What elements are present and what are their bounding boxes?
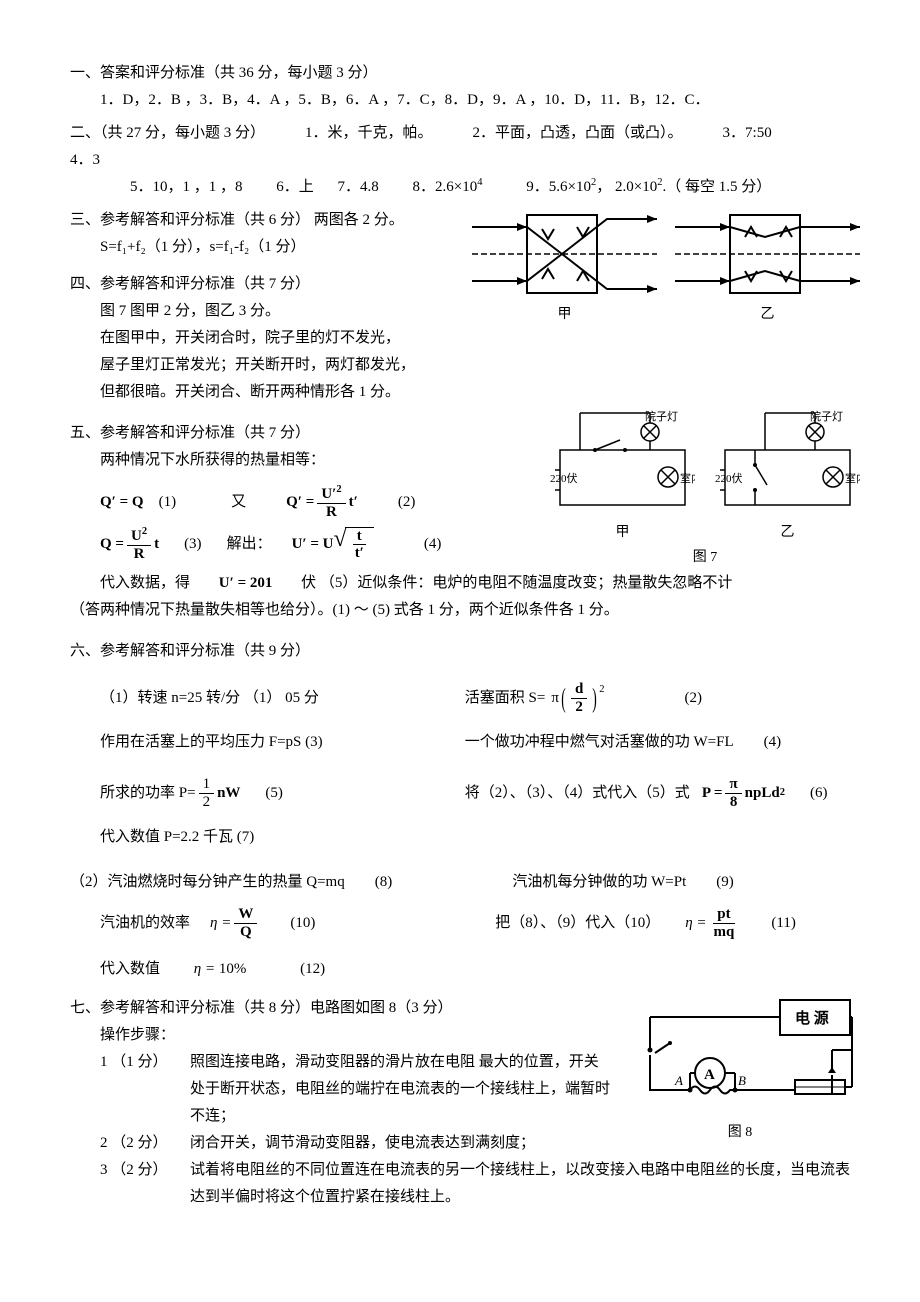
s1-title: 一、答案和评分标准（共 36 分，每小题 3 分） bbox=[70, 60, 860, 87]
lbl-220v-1: 220伏 bbox=[550, 471, 578, 485]
s2-title: 二、（共 27 分，每小题 3 分） bbox=[70, 120, 265, 147]
lens-figures: 甲 乙 bbox=[472, 207, 860, 327]
s6-r3a: 所求的功率 P= 12 nW (5) bbox=[100, 776, 465, 810]
lbl-indoor-1: 室内灯 bbox=[680, 471, 695, 485]
s6-r1a: （1）转速 n=25 转/分 （1） 05 分 bbox=[100, 685, 465, 712]
s2-a3: 3．7:50 bbox=[723, 120, 772, 147]
s6-r5b: 汽油机每分钟做的功 W=Pt bbox=[512, 874, 686, 890]
s1-answers: 1．D，2．B ，3．B，4．A ，5．B，6．A ，7．C，8．D，9．A ，… bbox=[70, 87, 860, 114]
s4-l2: 在图甲中，开关闭合时，院子里的灯不发光， bbox=[100, 325, 860, 352]
section-2: 二、（共 27 分，每小题 3 分） 1．米，千克，帕。 2．平面，凸透，凸面（… bbox=[70, 120, 860, 201]
s5-l3: （答两种情况下热量散失相等也给分）。(1) ～ (5) 式各 1 分，两个近似条… bbox=[70, 597, 860, 624]
s2-a8: 8．2.6×104 bbox=[413, 179, 483, 195]
circ-cap-j: 甲 bbox=[550, 520, 695, 545]
s6-r7: 代入数值 bbox=[100, 961, 160, 977]
eq1-n: (1) bbox=[159, 489, 177, 516]
lbl-indoor-2: 室内灯 bbox=[845, 471, 860, 485]
circuit-fig8-icon: 电 源 A A B bbox=[620, 995, 860, 1120]
s6-r5a: （2）汽油燃烧时每分钟产生的热量 Q=mq bbox=[70, 874, 345, 890]
circuit-figures: 院子灯 220伏 室内灯 甲 bbox=[550, 410, 860, 570]
lens-cap-2: 乙 bbox=[675, 302, 860, 327]
section-7: 电 源 A A B 图 8 七、参考解答和评分标准（共 8 分）电路图如图 8（… bbox=[70, 995, 860, 1211]
eq2-n: (2) bbox=[398, 489, 416, 516]
section-3: 甲 乙 三、参考解答和评分标准（共 6 分） 两图各 2 分。 bbox=[70, 207, 860, 261]
s2-a7: 7．4.8 bbox=[338, 179, 379, 195]
s2-a5: 5．10，1 ，1 ，8 bbox=[130, 179, 243, 195]
lbl-ammeter: A bbox=[704, 1067, 715, 1083]
s6-r1n: (2) bbox=[685, 685, 703, 712]
s2-a1: 1．米，千克，帕。 bbox=[305, 120, 433, 147]
eq1: Q′ = Q bbox=[100, 489, 144, 516]
eq2: Q′ = U′2R t′ bbox=[286, 484, 358, 520]
s6-r6b: 把（8）、（9）代入（10） η = ptmq (11) bbox=[495, 906, 796, 940]
s5-l2c: 伏 （5）近似条件：电炉的电阻不随温度改变；热量散失忽略不计 bbox=[301, 575, 732, 591]
lbl-node-b: B bbox=[738, 1073, 746, 1088]
s4-l4: 但都很暗。开关闭合、断开两种情形各 1 分。 bbox=[100, 379, 860, 406]
fig8: 电 源 A A B 图 8 bbox=[620, 995, 860, 1145]
s2-a9: 9．5.6×102， 2.0×102.（ 每空 1.5 分） bbox=[526, 179, 771, 195]
lbl-node-a: A bbox=[674, 1073, 683, 1088]
s6-r3b: 将（2）、（3）、（4）式代入（5）式 P = π8 npLd2 (6) bbox=[465, 776, 828, 810]
s6-r1b: 活塞面积 S= π ( d2 ) 2 bbox=[465, 681, 605, 715]
step-3: 3 （2 分）试着将电阻丝的不同位置连在电流表的另一个接线柱上，以改变接入电路中… bbox=[100, 1157, 860, 1211]
step-2: 2 （2 分）闭合开关，调节滑动变阻器，使电流表达到满刻度； bbox=[100, 1130, 610, 1157]
s6-r4: 代入数值 P=2.2 千瓦 (7) bbox=[70, 824, 860, 851]
s6-r2a: 作用在活塞上的平均压力 F=pS (3) bbox=[100, 729, 465, 756]
s6-r2b: 一个做功冲程中燃气对活塞做的功 W=FL(4) bbox=[465, 729, 781, 756]
s5-l2b: U′ = 201 bbox=[219, 575, 273, 591]
lens-convex-icon bbox=[675, 207, 860, 302]
section-6: 六、参考解答和评分标准（共 9 分） （1）转速 n=25 转/分 （1） 05… bbox=[70, 638, 860, 983]
s2-a2: 2．平面，凸透，凸面（或凸）。 bbox=[473, 120, 683, 147]
s6-title: 六、参考解答和评分标准（共 9 分） bbox=[70, 638, 860, 665]
lbl-220v-2: 220伏 bbox=[715, 471, 743, 485]
s4-l3: 屋子里灯正常发光；开关断开时，两灯都发光， bbox=[100, 352, 860, 379]
eq3: Q = U2R t bbox=[100, 526, 159, 562]
circ-cap-y: 乙 bbox=[715, 520, 860, 545]
step-1: 1 （1 分）照图连接电路，滑动变阻器的滑片放在电阻 最大的位置，开关处于断开状… bbox=[100, 1049, 610, 1130]
eq3-mid: 解出： bbox=[227, 531, 272, 558]
s5-l2a: 代入数据，得 bbox=[100, 575, 190, 591]
lens-concave-icon bbox=[472, 207, 657, 302]
lens-cap-1: 甲 bbox=[472, 302, 657, 327]
eq3-n: (3) bbox=[184, 531, 202, 558]
s2-a6: 6．上 bbox=[276, 179, 314, 195]
section-1: 一、答案和评分标准（共 36 分，每小题 3 分） 1．D，2．B ，3．B，4… bbox=[70, 60, 860, 114]
fig7-cap: 图 7 bbox=[550, 545, 860, 570]
circuit-jia-icon: 院子灯 220伏 室内灯 bbox=[550, 410, 695, 520]
lbl-power: 电 源 bbox=[795, 1009, 829, 1027]
circuit-yi-icon: 院子灯 220伏 室内灯 bbox=[715, 410, 860, 520]
fig8-cap: 图 8 bbox=[620, 1120, 860, 1145]
s2-a4: 4．3 bbox=[70, 147, 860, 174]
section-5: 院子灯 220伏 室内灯 甲 bbox=[70, 420, 860, 624]
eq4-n: (4) bbox=[424, 531, 442, 558]
eq4: U′ = U √tt′ bbox=[292, 527, 374, 562]
s6-r6a: 汽油机的效率 η = WQ (10) bbox=[100, 906, 495, 940]
eq-mid: 又 bbox=[231, 489, 246, 516]
